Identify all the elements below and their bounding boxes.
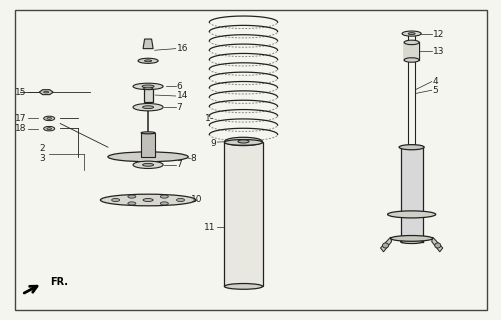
Text: 10: 10 [190, 196, 202, 204]
Bar [141, 133, 155, 157]
Ellipse shape [128, 195, 136, 198]
Ellipse shape [434, 243, 440, 248]
Ellipse shape [144, 60, 151, 62]
Text: 17: 17 [15, 114, 26, 123]
Ellipse shape [224, 137, 262, 146]
Ellipse shape [44, 116, 55, 121]
Text: 7: 7 [176, 160, 182, 169]
Text: 15: 15 [15, 88, 26, 97]
Ellipse shape [401, 31, 420, 36]
Ellipse shape [224, 284, 262, 289]
Text: 16: 16 [176, 44, 188, 53]
Ellipse shape [142, 85, 154, 88]
Text: 14: 14 [176, 92, 188, 100]
Ellipse shape [160, 202, 168, 205]
Bar [403, 42, 418, 60]
Text: 18: 18 [15, 124, 26, 133]
Ellipse shape [224, 140, 262, 145]
Ellipse shape [407, 33, 414, 35]
Text: 8: 8 [190, 154, 196, 163]
Ellipse shape [47, 117, 52, 119]
Text: 9: 9 [210, 139, 215, 148]
Bar [143, 88, 152, 102]
Ellipse shape [108, 152, 188, 162]
Bar [224, 142, 262, 286]
Ellipse shape [141, 132, 155, 134]
Ellipse shape [387, 211, 435, 218]
Ellipse shape [100, 194, 195, 206]
Ellipse shape [142, 106, 153, 108]
Ellipse shape [143, 86, 152, 89]
Text: FR.: FR. [50, 277, 68, 287]
Ellipse shape [44, 126, 55, 131]
Ellipse shape [176, 198, 184, 202]
Ellipse shape [111, 198, 119, 202]
Ellipse shape [403, 58, 418, 62]
Bar [400, 147, 422, 242]
Text: 13: 13 [432, 47, 443, 56]
Ellipse shape [382, 243, 388, 248]
Ellipse shape [403, 40, 418, 45]
Ellipse shape [400, 240, 422, 244]
Ellipse shape [143, 198, 153, 202]
Ellipse shape [133, 161, 163, 168]
Ellipse shape [398, 145, 423, 150]
Polygon shape [143, 39, 153, 49]
Ellipse shape [44, 91, 49, 93]
Polygon shape [39, 90, 53, 95]
Polygon shape [431, 237, 442, 252]
Polygon shape [380, 237, 391, 252]
Ellipse shape [390, 236, 432, 241]
Ellipse shape [128, 202, 136, 205]
Ellipse shape [47, 128, 52, 130]
Ellipse shape [160, 195, 168, 198]
Ellipse shape [133, 103, 163, 111]
Text: 11: 11 [204, 223, 215, 232]
Text: 5: 5 [432, 86, 437, 95]
Ellipse shape [237, 140, 248, 143]
Text: 3: 3 [39, 154, 45, 163]
Text: 12: 12 [432, 30, 443, 39]
Text: 7: 7 [176, 103, 182, 112]
Text: 6: 6 [176, 82, 182, 91]
Text: 1: 1 [205, 114, 210, 123]
Ellipse shape [138, 58, 158, 63]
Ellipse shape [142, 163, 153, 166]
Text: 4: 4 [432, 77, 437, 86]
Ellipse shape [133, 83, 163, 90]
Text: 2: 2 [39, 144, 45, 153]
